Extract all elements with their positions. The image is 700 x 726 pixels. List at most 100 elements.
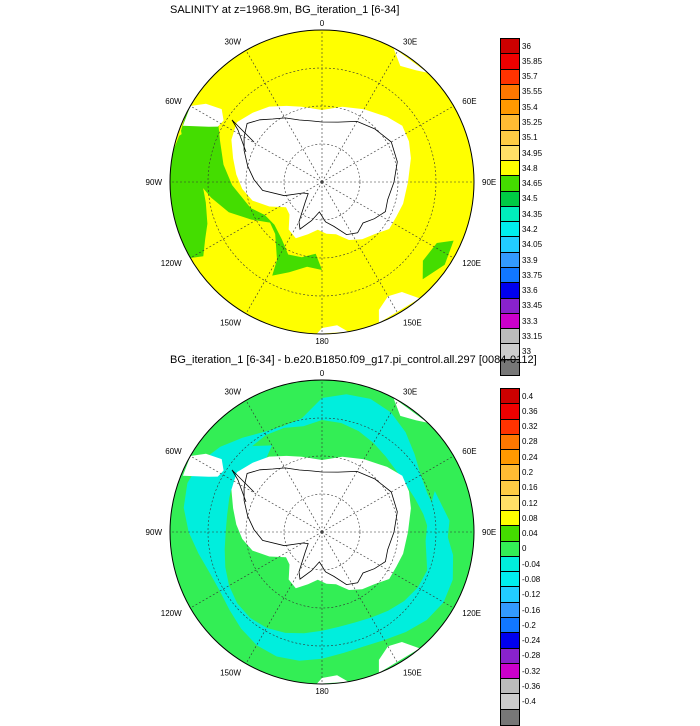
longitude-label: 120E — [462, 259, 481, 268]
longitude-label: 60W — [165, 97, 182, 106]
colorbar-swatch — [501, 419, 519, 435]
colorbar — [500, 388, 520, 726]
colorbar-swatch — [501, 679, 519, 695]
colorbar-swatch — [501, 389, 519, 405]
coastline — [243, 117, 398, 236]
colorbar-label: 34.05 — [522, 240, 543, 250]
longitude-label: 150W — [220, 668, 241, 677]
colorbar-label: 35.7 — [522, 72, 538, 82]
colorbar-label: -0.4 — [522, 697, 536, 707]
colorbar-label: 33.45 — [522, 301, 543, 311]
meridian-line — [245, 181, 323, 314]
panel-title: SALINITY at z=1968.9m, BG_iteration_1 [6… — [170, 4, 400, 16]
salinity-panel: SALINITY at z=1968.9m, BG_iteration_1 [6… — [0, 0, 700, 376]
colorbar-swatch — [501, 556, 519, 573]
colorbar-swatch — [501, 450, 519, 466]
longitude-label: 30W — [225, 38, 242, 47]
meridian-line — [190, 181, 323, 259]
longitude-label: 30E — [403, 38, 417, 47]
colorbar-label: -0.16 — [522, 605, 541, 615]
colorbar — [500, 38, 520, 376]
longitude-label: 90W — [146, 528, 163, 537]
longitude-label: 180 — [315, 687, 329, 696]
colorbar-swatch — [501, 54, 519, 70]
colorbar-swatch — [501, 298, 519, 314]
land-mask — [393, 397, 428, 423]
colorbar-swatch — [501, 237, 519, 253]
field-region — [425, 491, 450, 571]
colorbar-label: 0 — [522, 544, 527, 554]
colorbar-label: 33 — [522, 347, 531, 357]
colorbar-swatch — [501, 100, 519, 116]
longitude-label: 0 — [320, 369, 325, 378]
meridian-line — [245, 531, 323, 664]
colorbar-label: 0.24 — [522, 452, 538, 462]
colorbar-label: 35.85 — [522, 56, 543, 66]
meridian-line — [190, 105, 323, 183]
colorbar-swatch — [501, 404, 519, 420]
field-region — [181, 106, 322, 276]
land-mask — [182, 453, 224, 477]
land-mask — [316, 675, 349, 684]
colorbar-label: 33.75 — [522, 270, 543, 280]
field-region — [422, 240, 454, 280]
coastline — [231, 469, 255, 503]
colorbar-label: 33.15 — [522, 331, 543, 341]
polar-map: 0 30E 60E 90E 120E 150E 180 150W 120W 90W 60W 30W — [146, 369, 497, 696]
colorbar-swatch — [501, 648, 519, 664]
colorbar-label: 35.55 — [522, 87, 543, 97]
colorbar-label: 34.8 — [522, 163, 538, 173]
colorbar-swatch — [501, 541, 519, 557]
colorbar-label: 0.36 — [522, 406, 538, 416]
longitude-label: 150E — [403, 668, 422, 677]
colorbar-label: 35.1 — [522, 133, 538, 143]
colorbar-swatch — [501, 222, 519, 238]
longitude-label: 30W — [225, 388, 242, 397]
colorbar-swatch — [501, 359, 519, 375]
longitude-label: 120E — [462, 609, 481, 618]
meridian-line — [321, 455, 454, 533]
colorbar-swatch — [501, 465, 519, 481]
colorbar-label: 0.32 — [522, 422, 538, 432]
colorbar-swatch — [501, 617, 519, 634]
meridian-line — [321, 531, 454, 609]
land-mask — [231, 455, 411, 590]
longitude-label: 150E — [403, 318, 422, 327]
colorbar-swatch — [501, 115, 519, 131]
panel-title: BG_iteration_1 [6-34] - b.e20.B1850.f09_… — [170, 354, 537, 366]
colorbar-label: 0.4 — [522, 391, 534, 401]
longitude-label: 60E — [462, 447, 476, 456]
colorbar-swatch — [501, 267, 519, 284]
meridian-line — [321, 531, 399, 664]
colorbar-label: 35.4 — [522, 102, 538, 112]
colorbar-swatch — [501, 283, 519, 299]
colorbar-swatch — [501, 176, 519, 192]
meridian-line — [190, 455, 323, 533]
field-region — [170, 128, 208, 258]
colorbar-swatch — [501, 130, 519, 146]
colorbar-label: -0.36 — [522, 681, 541, 691]
colorbar-label: -0.28 — [522, 651, 541, 661]
land-mask — [231, 105, 411, 241]
colorbar-label: 35.25 — [522, 118, 543, 128]
colorbar-swatch — [501, 329, 519, 345]
colorbar-swatch — [501, 572, 519, 588]
longitude-label: 120W — [161, 259, 182, 268]
longitude-label: 0 — [320, 19, 325, 28]
colorbar-label: -0.24 — [522, 636, 541, 646]
colorbar-swatch — [501, 344, 519, 360]
longitude-label: 120W — [161, 609, 182, 618]
meridian-line — [321, 181, 399, 314]
colorbar-label: 34.35 — [522, 209, 543, 219]
colorbar-label: 0.2 — [522, 468, 534, 478]
colorbar-swatch — [501, 84, 519, 101]
colorbar-label: 34.65 — [522, 179, 543, 189]
colorbar-label: 34.2 — [522, 225, 538, 234]
colorbar-label: 34.5 — [522, 194, 538, 204]
longitude-label: 150W — [220, 318, 241, 327]
colorbar-label: 0.04 — [522, 529, 538, 539]
colorbar-swatch — [501, 633, 519, 649]
colorbar-label: 0.12 — [522, 498, 538, 508]
meridian-line — [321, 181, 454, 259]
colorbar-swatch — [501, 587, 519, 603]
